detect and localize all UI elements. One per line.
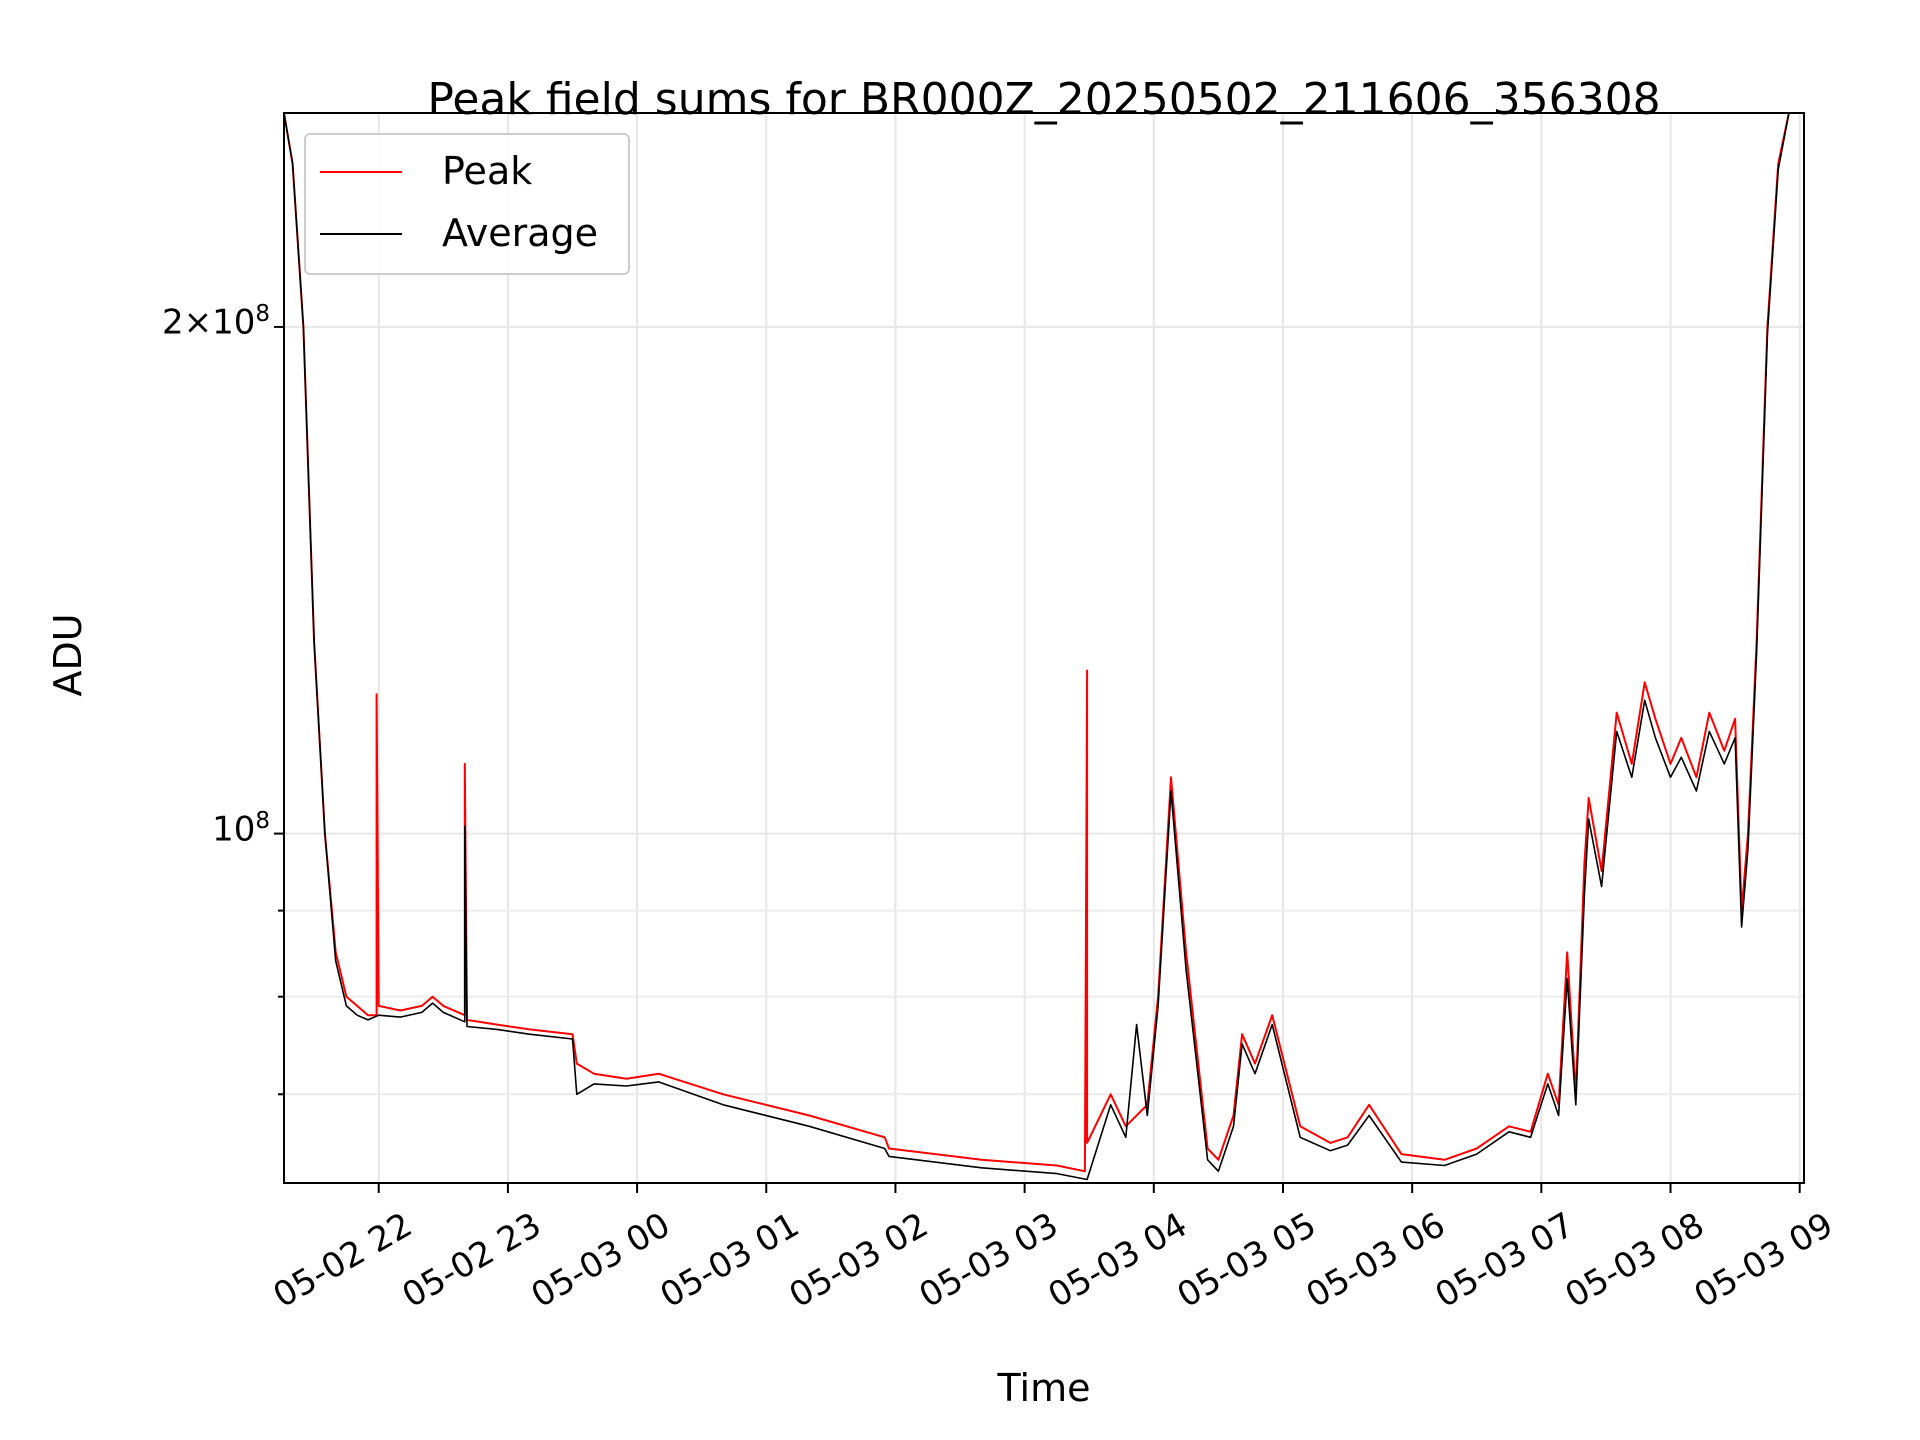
y-tick-times: × <box>183 302 213 343</box>
chart-title: Peak field sums for BR000Z_20250502_2116… <box>427 74 1661 125</box>
y-tick-exponent: 8 <box>255 300 270 327</box>
y-tick-label: 2×108 <box>90 301 270 342</box>
legend-label-average: Average <box>442 211 599 255</box>
legend-swatch-average <box>320 233 402 235</box>
y-tick-exponent: 8 <box>255 807 270 834</box>
legend-swatch-peak <box>320 171 402 173</box>
y-tick-base: 10 <box>212 808 256 849</box>
series-lines <box>283 112 1804 1181</box>
legend-label-peak: Peak <box>442 149 533 193</box>
y-axis-label: ADU <box>46 613 90 697</box>
axis-ticks <box>274 325 1801 1193</box>
series-line-average <box>283 112 1804 1181</box>
plot-frame <box>283 112 1805 1184</box>
y-tick-base: 10 <box>212 302 256 343</box>
series-line-peak <box>283 112 1804 1173</box>
y-tick-label: 108 <box>90 808 270 849</box>
y-tick-mantissa: 2 <box>161 302 184 343</box>
x-axis-label: Time <box>997 1366 1091 1410</box>
legend: Peak Average <box>304 133 630 275</box>
grid-lines <box>284 113 1804 1183</box>
